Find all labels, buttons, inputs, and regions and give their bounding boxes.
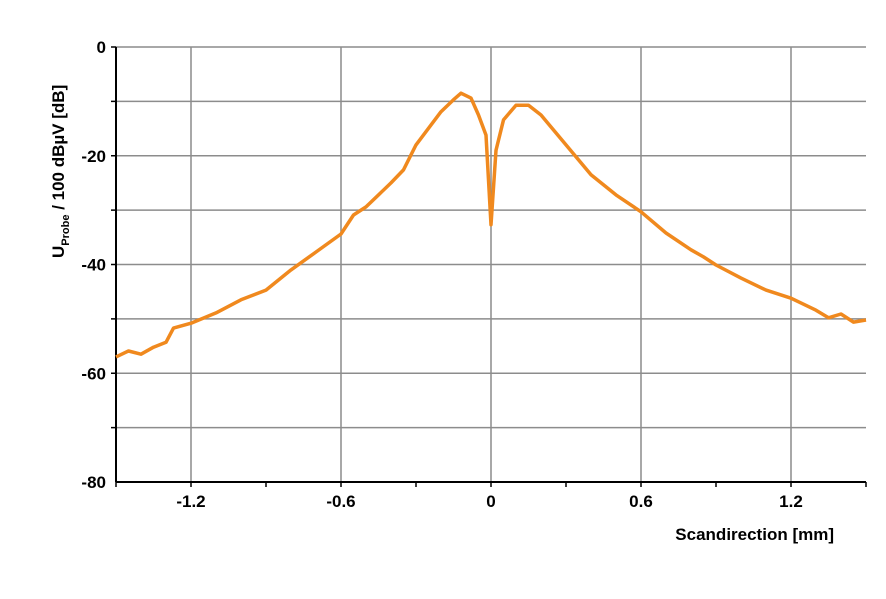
x-tick-label: 0: [486, 492, 495, 511]
grid: [116, 46, 866, 482]
x-tick-label: 0.6: [629, 492, 653, 511]
x-tick-label: -1.2: [176, 492, 205, 511]
x-axis-label: Scandirection [mm]: [675, 525, 834, 544]
y-tick-label: -40: [81, 256, 106, 275]
y-axis-label-sub: Probe: [60, 215, 72, 246]
x-tick-label: -0.6: [326, 492, 355, 511]
y-tick-label: 0: [97, 38, 106, 57]
y-tick-label: -60: [81, 364, 106, 383]
y-axis-label-rest: / 100 dBµV [dB]: [49, 85, 68, 215]
y-tick-label: -80: [81, 473, 106, 492]
y-axis-label: UProbe / 100 dBµV [dB]: [49, 85, 72, 258]
tick-labels: -1.2 -0.6 0 0.6 1.2 0 -20 -40 -60 -80: [81, 38, 802, 511]
series-line: [115, 91, 867, 359]
y-axis-label-main: U: [49, 246, 68, 258]
x-tick-label: 1.2: [779, 492, 803, 511]
y-tick-label: -20: [81, 147, 106, 166]
axes: [111, 46, 867, 487]
